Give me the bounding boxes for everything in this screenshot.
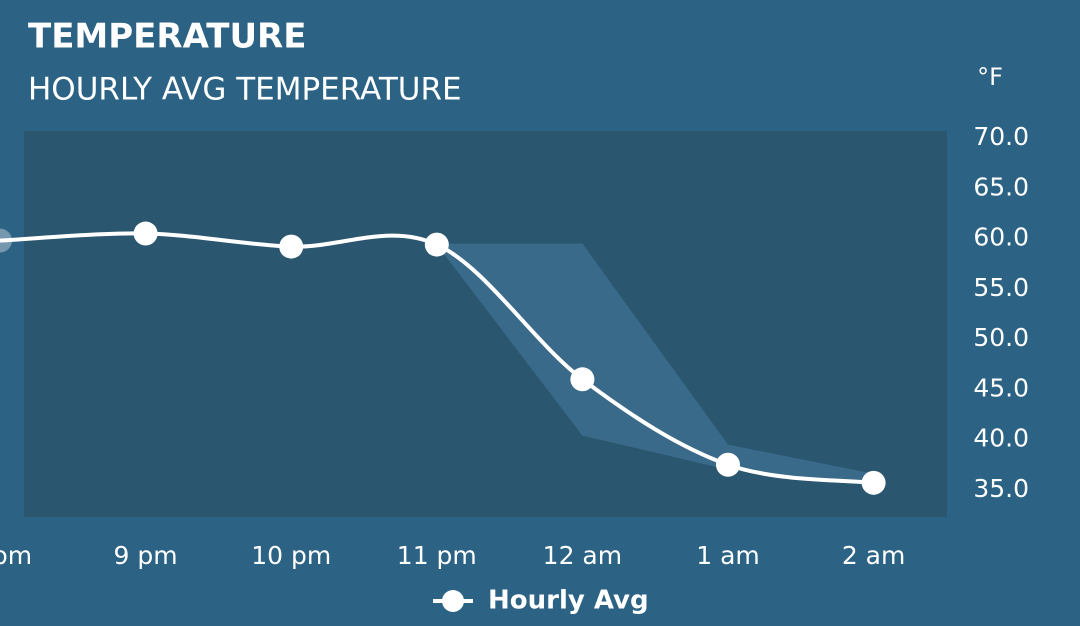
y-tick-label: 50.0 — [973, 323, 1029, 352]
chart-subtitle: HOURLY AVG TEMPERATURE — [28, 72, 462, 108]
data-point — [0, 228, 12, 253]
x-tick-label: 2 am — [842, 541, 906, 570]
x-tick-label: 10 pm — [251, 541, 331, 570]
legend-marker — [442, 590, 464, 612]
y-tick-label: 60.0 — [973, 223, 1029, 252]
plot-area — [24, 131, 947, 517]
data-point — [716, 452, 740, 477]
y-tick-label: 55.0 — [973, 273, 1029, 302]
x-tick-label: 8 pm — [0, 541, 32, 570]
data-point — [133, 221, 158, 246]
x-tick-label: 11 pm — [397, 541, 477, 570]
y-tick-label: 40.0 — [973, 424, 1029, 453]
y-tick-label: 35.0 — [973, 474, 1029, 503]
range-band — [436, 243, 874, 483]
data-point — [861, 470, 886, 495]
y-tick-label: 45.0 — [973, 373, 1029, 402]
data-point — [424, 232, 449, 257]
data-point — [279, 234, 304, 259]
x-tick-label: 1 am — [696, 541, 760, 570]
x-tick-label: 12 am — [543, 541, 622, 570]
y-tick-label: 65.0 — [973, 172, 1029, 201]
chart-title: TEMPERATURE — [28, 17, 306, 57]
x-tick-label: 9 pm — [114, 541, 178, 570]
legend-label: Hourly Avg — [488, 586, 649, 616]
y-tick-label: 70.0 — [973, 122, 1029, 151]
y-unit: °F — [977, 63, 1003, 91]
legend[interactable]: Hourly Avg — [433, 586, 649, 616]
data-point — [570, 367, 595, 392]
